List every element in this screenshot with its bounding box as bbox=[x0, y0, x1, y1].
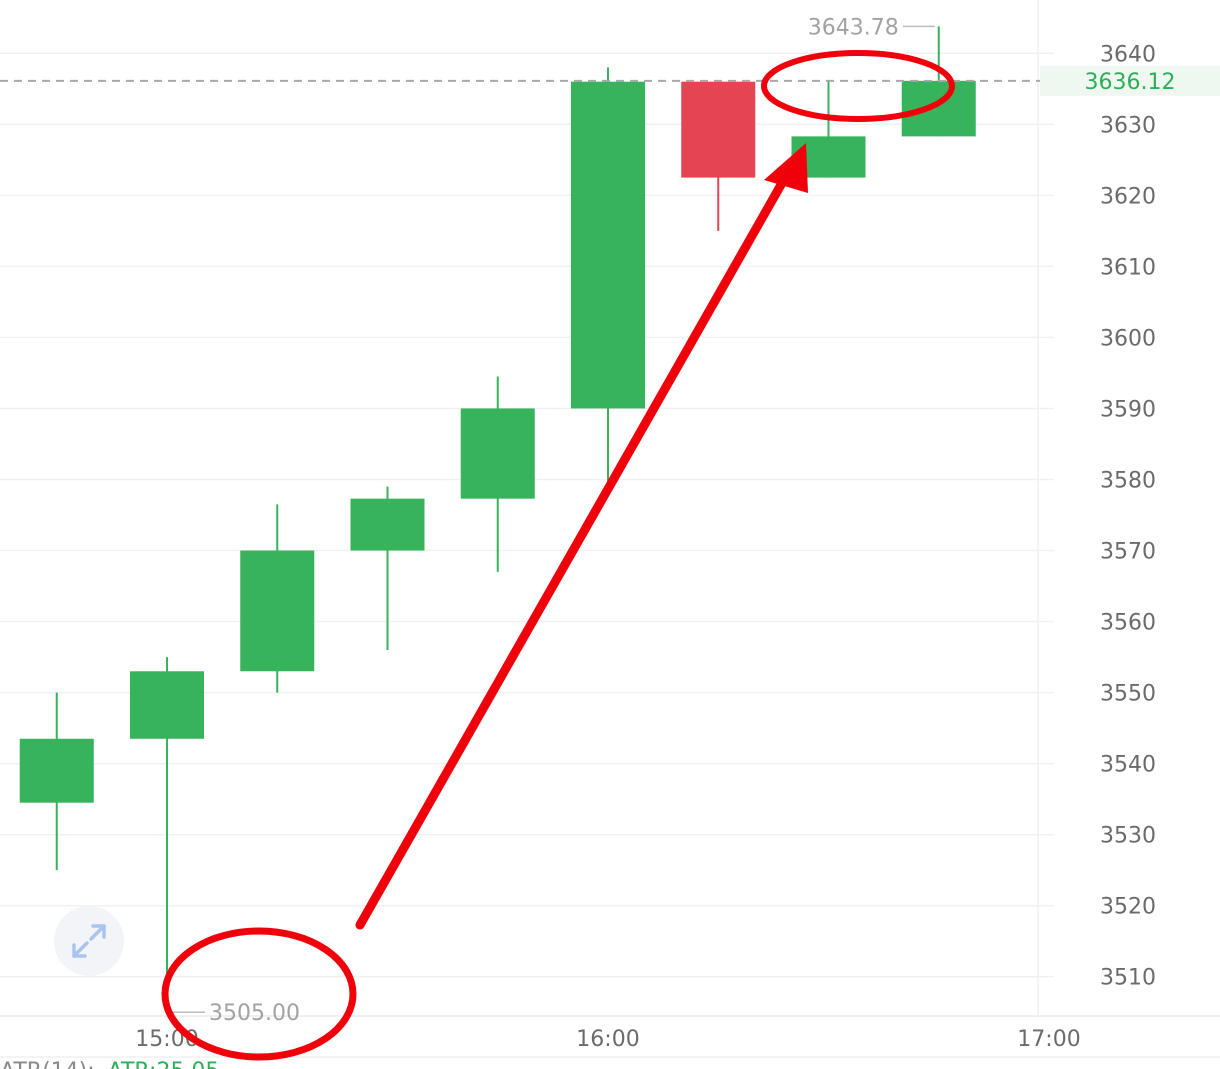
candle-body bbox=[240, 550, 315, 672]
trend-arrow-head bbox=[764, 143, 808, 193]
candle-body bbox=[460, 408, 535, 499]
extreme-value-markers bbox=[171, 25, 935, 1013]
candles bbox=[19, 26, 976, 1013]
svg-text:ATR(14): ATR:25.05: ATR(14): ATR:25.05 bbox=[0, 1059, 219, 1069]
candle-body bbox=[681, 81, 756, 178]
low-value-label: 3505.00 bbox=[209, 1001, 300, 1026]
expand-chart-button[interactable] bbox=[54, 906, 124, 976]
candle-body bbox=[130, 671, 204, 739]
y-tick-label: 3560 bbox=[1100, 611, 1156, 636]
y-tick-label: 3580 bbox=[1100, 468, 1156, 493]
y-tick-label: 3590 bbox=[1100, 397, 1156, 422]
low-circle-annotation bbox=[161, 927, 357, 1061]
y-tick-label: 3550 bbox=[1100, 682, 1156, 707]
y-tick-label: 3600 bbox=[1100, 326, 1156, 351]
y-tick-label: 3520 bbox=[1100, 895, 1156, 920]
last-price-tag: 3636.12 bbox=[1085, 70, 1176, 95]
y-tick-label: 3570 bbox=[1100, 540, 1156, 565]
y-tick-label: 3610 bbox=[1100, 255, 1156, 280]
candle bbox=[571, 67, 645, 487]
high-circle-annotation bbox=[761, 50, 955, 122]
x-axis-labels: 15:00 16:00 17:00 bbox=[135, 1027, 1080, 1052]
candle bbox=[19, 692, 94, 871]
y-axis-labels: 3510 3520 3530 3540 3550 3560 3570 3580 3590 3600… bbox=[1100, 42, 1156, 990]
candle-body bbox=[19, 738, 94, 803]
high-value-label: 3643.78 bbox=[808, 15, 899, 40]
candle bbox=[240, 504, 315, 693]
y-tick-label: 3510 bbox=[1100, 966, 1156, 991]
candle bbox=[130, 657, 204, 1013]
x-tick-label: 17:00 bbox=[1017, 1027, 1080, 1052]
y-tick-label: 3620 bbox=[1100, 184, 1156, 209]
y-tick-label: 3630 bbox=[1100, 113, 1156, 138]
expand-arrows-icon bbox=[72, 924, 106, 958]
indicator-value: ATR:25.05 bbox=[108, 1059, 220, 1069]
last-price-tag-bg bbox=[1040, 65, 1220, 96]
candle bbox=[460, 376, 535, 572]
candle bbox=[681, 81, 756, 231]
candle bbox=[901, 26, 976, 137]
candle-body bbox=[901, 80, 976, 137]
hand-drawn-annotations bbox=[161, 50, 955, 1061]
trend-arrow-line bbox=[355, 171, 791, 930]
x-tick-label: 16:00 bbox=[576, 1027, 639, 1052]
candle bbox=[350, 486, 425, 650]
indicator-label: ATR(14): bbox=[0, 1059, 95, 1069]
candle-body bbox=[350, 498, 425, 551]
y-tick-label: 3640 bbox=[1100, 42, 1156, 67]
y-tick-label: 3530 bbox=[1100, 824, 1156, 849]
candle-body bbox=[571, 81, 645, 409]
y-tick-label: 3540 bbox=[1100, 753, 1156, 778]
